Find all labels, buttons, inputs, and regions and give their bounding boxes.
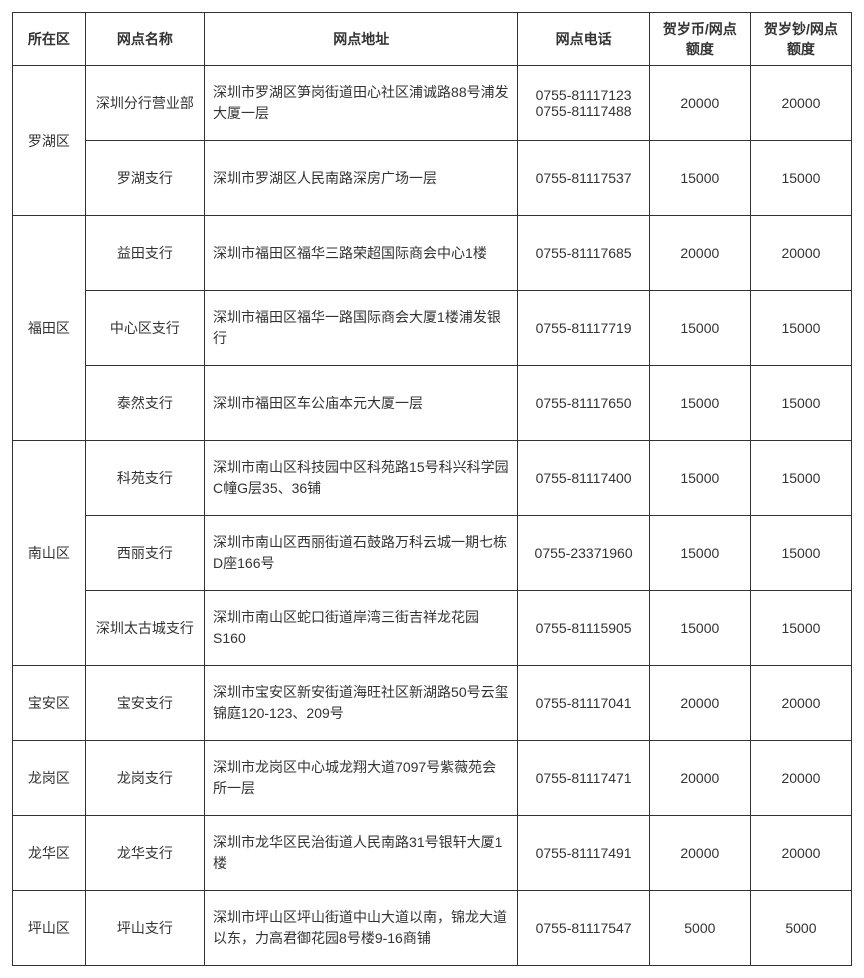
cell-note: 20000 xyxy=(750,66,851,141)
cell-coin: 20000 xyxy=(649,816,750,891)
branch-table: 所在区 网点名称 网点地址 网点电话 贺岁币/网点额度 贺岁钞/网点额度 罗湖区… xyxy=(12,12,852,966)
cell-address: 深圳市坪山区坪山街道中山大道以南，锦龙大道以东，力高君御花园8号楼9-16商铺 xyxy=(205,891,518,966)
table-row: 坪山区坪山支行深圳市坪山区坪山街道中山大道以南，锦龙大道以东，力高君御花园8号楼… xyxy=(13,891,852,966)
cell-branch: 深圳太古城支行 xyxy=(85,591,204,666)
cell-coin: 20000 xyxy=(649,741,750,816)
cell-address: 深圳市福田区福华一路国际商会大厦1楼浦发银行 xyxy=(205,291,518,366)
table-row: 泰然支行深圳市福田区车公庙本元大厦一层0755-8111765015000150… xyxy=(13,366,852,441)
cell-district: 宝安区 xyxy=(13,666,86,741)
table-row: 龙华区龙华支行深圳市龙华区民治街道人民南路31号银轩大厦1楼0755-81117… xyxy=(13,816,852,891)
table-row: 南山区科苑支行深圳市南山区科技园中区科苑路15号科兴科学园C幢G层35、36铺0… xyxy=(13,441,852,516)
cell-coin: 20000 xyxy=(649,66,750,141)
cell-coin: 15000 xyxy=(649,591,750,666)
cell-address: 深圳市南山区西丽街道石鼓路万科云城一期七栋D座166号 xyxy=(205,516,518,591)
cell-note: 5000 xyxy=(750,891,851,966)
cell-note: 15000 xyxy=(750,141,851,216)
cell-note: 15000 xyxy=(750,516,851,591)
cell-phone: 0755-81117685 xyxy=(518,216,649,291)
header-address: 网点地址 xyxy=(205,13,518,66)
cell-branch: 龙岗支行 xyxy=(85,741,204,816)
cell-phone: 0755-81117537 xyxy=(518,141,649,216)
cell-address: 深圳市宝安区新安街道海旺社区新湖路50号云玺锦庭120-123、209号 xyxy=(205,666,518,741)
header-phone: 网点电话 xyxy=(518,13,649,66)
header-note: 贺岁钞/网点额度 xyxy=(750,13,851,66)
header-district: 所在区 xyxy=(13,13,86,66)
cell-address: 深圳市龙岗区中心城龙翔大道7097号紫薇苑会所一层 xyxy=(205,741,518,816)
cell-note: 15000 xyxy=(750,441,851,516)
cell-note: 20000 xyxy=(750,741,851,816)
cell-branch: 泰然支行 xyxy=(85,366,204,441)
cell-branch: 中心区支行 xyxy=(85,291,204,366)
cell-district: 南山区 xyxy=(13,441,86,666)
table-row: 福田区益田支行深圳市福田区福华三路荣超国际商会中心1楼0755-81117685… xyxy=(13,216,852,291)
cell-address: 深圳市南山区科技园中区科苑路15号科兴科学园C幢G层35、36铺 xyxy=(205,441,518,516)
cell-district: 龙华区 xyxy=(13,816,86,891)
table-header-row: 所在区 网点名称 网点地址 网点电话 贺岁币/网点额度 贺岁钞/网点额度 xyxy=(13,13,852,66)
cell-coin: 20000 xyxy=(649,666,750,741)
table-row: 罗湖支行深圳市罗湖区人民南路深房广场一层0755-811175371500015… xyxy=(13,141,852,216)
table-row: 龙岗区龙岗支行深圳市龙岗区中心城龙翔大道7097号紫薇苑会所一层0755-811… xyxy=(13,741,852,816)
cell-coin: 15000 xyxy=(649,366,750,441)
cell-branch: 深圳分行营业部 xyxy=(85,66,204,141)
cell-note: 20000 xyxy=(750,666,851,741)
table-row: 西丽支行深圳市南山区西丽街道石鼓路万科云城一期七栋D座166号0755-2337… xyxy=(13,516,852,591)
cell-branch: 宝安支行 xyxy=(85,666,204,741)
cell-phone: 0755-81117123 0755-81117488 xyxy=(518,66,649,141)
cell-note: 20000 xyxy=(750,216,851,291)
cell-branch: 罗湖支行 xyxy=(85,141,204,216)
cell-note: 15000 xyxy=(750,366,851,441)
cell-address: 深圳市龙华区民治街道人民南路31号银轩大厦1楼 xyxy=(205,816,518,891)
cell-note: 15000 xyxy=(750,591,851,666)
cell-district: 龙岗区 xyxy=(13,741,86,816)
cell-address: 深圳市福田区车公庙本元大厦一层 xyxy=(205,366,518,441)
cell-address: 深圳市罗湖区人民南路深房广场一层 xyxy=(205,141,518,216)
cell-phone: 0755-81117471 xyxy=(518,741,649,816)
cell-branch: 坪山支行 xyxy=(85,891,204,966)
cell-district: 福田区 xyxy=(13,216,86,441)
cell-coin: 15000 xyxy=(649,291,750,366)
cell-branch: 西丽支行 xyxy=(85,516,204,591)
cell-branch: 龙华支行 xyxy=(85,816,204,891)
cell-coin: 15000 xyxy=(649,441,750,516)
table-row: 罗湖区深圳分行营业部深圳市罗湖区笋岗街道田心社区浦诚路88号浦发大厦一层0755… xyxy=(13,66,852,141)
table-row: 深圳太古城支行深圳市南山区蛇口街道岸湾三街吉祥龙花园S1600755-81115… xyxy=(13,591,852,666)
cell-address: 深圳市罗湖区笋岗街道田心社区浦诚路88号浦发大厦一层 xyxy=(205,66,518,141)
cell-coin: 15000 xyxy=(649,141,750,216)
cell-note: 20000 xyxy=(750,816,851,891)
cell-address: 深圳市南山区蛇口街道岸湾三街吉祥龙花园S160 xyxy=(205,591,518,666)
cell-phone: 0755-81117041 xyxy=(518,666,649,741)
cell-district: 坪山区 xyxy=(13,891,86,966)
cell-phone: 0755-81117491 xyxy=(518,816,649,891)
table-row: 中心区支行深圳市福田区福华一路国际商会大厦1楼浦发银行0755-81117719… xyxy=(13,291,852,366)
cell-phone: 0755-23371960 xyxy=(518,516,649,591)
cell-coin: 15000 xyxy=(649,516,750,591)
cell-branch: 益田支行 xyxy=(85,216,204,291)
cell-phone: 0755-81117650 xyxy=(518,366,649,441)
cell-branch: 科苑支行 xyxy=(85,441,204,516)
cell-coin: 5000 xyxy=(649,891,750,966)
cell-district: 罗湖区 xyxy=(13,66,86,216)
cell-phone: 0755-81117547 xyxy=(518,891,649,966)
table-row: 宝安区宝安支行深圳市宝安区新安街道海旺社区新湖路50号云玺锦庭120-123、2… xyxy=(13,666,852,741)
cell-coin: 20000 xyxy=(649,216,750,291)
header-branch: 网点名称 xyxy=(85,13,204,66)
cell-phone: 0755-81115905 xyxy=(518,591,649,666)
cell-phone: 0755-81117719 xyxy=(518,291,649,366)
cell-address: 深圳市福田区福华三路荣超国际商会中心1楼 xyxy=(205,216,518,291)
cell-note: 15000 xyxy=(750,291,851,366)
header-coin: 贺岁币/网点额度 xyxy=(649,13,750,66)
cell-phone: 0755-81117400 xyxy=(518,441,649,516)
